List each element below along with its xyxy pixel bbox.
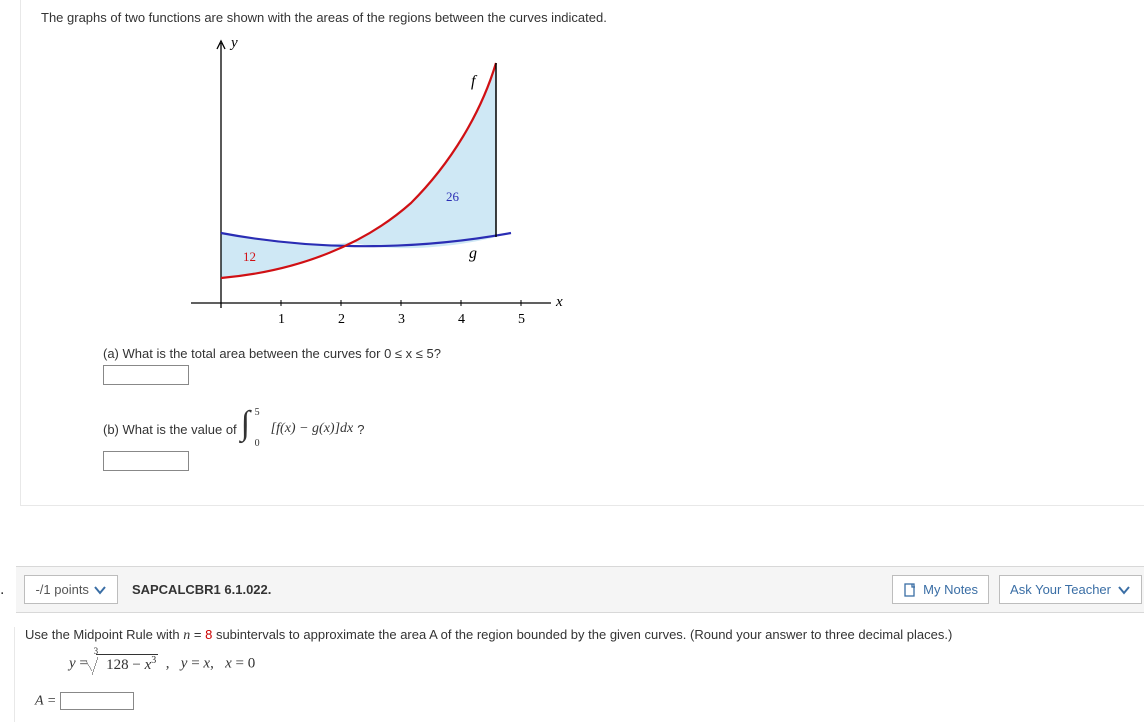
part-b-tail: ? xyxy=(357,422,364,437)
part-b: (b) What is the value of ∫ 5 0 [f(x) − g… xyxy=(103,411,1124,471)
question-2-toolbar: -/1 points SAPCALCBR1 6.1.022. My Notes … xyxy=(16,566,1144,613)
part-b-lead: (b) What is the value of xyxy=(103,422,237,437)
bullet-icon: . xyxy=(0,582,4,598)
part-a: (a) What is the total area between the c… xyxy=(103,346,1124,385)
question-2-intro: Use the Midpoint Rule with n = 8 subinte… xyxy=(25,627,1134,644)
points-dropdown[interactable]: -/1 points xyxy=(24,575,117,604)
area-right-label: 26 xyxy=(446,189,460,204)
svg-text:1: 1 xyxy=(278,312,285,327)
x-tick-labels: 1 2 3 4 5 xyxy=(278,312,525,327)
my-notes-label: My Notes xyxy=(923,582,978,597)
area-left-label: 12 xyxy=(243,249,256,264)
part-a-input[interactable] xyxy=(103,365,189,385)
note-icon xyxy=(903,583,917,597)
question-1-intro: The graphs of two functions are shown wi… xyxy=(41,10,1124,25)
answer-row: A = xyxy=(35,692,1134,710)
ask-teacher-label: Ask Your Teacher xyxy=(1010,582,1111,597)
chevron-down-icon xyxy=(1117,583,1131,597)
answer-label: A = xyxy=(35,693,60,708)
equation-line: y = 3128 − x3 , y = x, x = 0 xyxy=(69,654,1134,674)
y-axis-label: y xyxy=(229,35,238,51)
x-axis-label: x xyxy=(555,294,563,310)
answer-input[interactable] xyxy=(60,692,134,710)
area-chart: 1 2 3 4 5 y x f g 12 26 xyxy=(151,33,1124,336)
region-left-fill xyxy=(221,233,351,278)
chevron-down-icon xyxy=(93,583,107,597)
integral-symbol: ∫ 5 0 xyxy=(241,411,267,447)
g-label: g xyxy=(469,245,477,262)
svg-text:5: 5 xyxy=(518,312,525,327)
svg-text:3: 3 xyxy=(398,312,405,327)
part-b-input[interactable] xyxy=(103,451,189,471)
region-right-fill xyxy=(351,63,496,248)
svg-text:2: 2 xyxy=(338,312,345,327)
f-label: f xyxy=(471,73,478,90)
question-id: SAPCALCBR1 6.1.022. xyxy=(132,582,271,597)
question-1-panel: The graphs of two functions are shown wi… xyxy=(20,0,1144,506)
ask-teacher-button[interactable]: Ask Your Teacher xyxy=(999,575,1142,604)
points-label: -/1 points xyxy=(35,582,88,597)
integrand: [f(x) − g(x)]dx xyxy=(271,421,354,437)
chart-svg: 1 2 3 4 5 y x f g 12 26 xyxy=(151,33,581,333)
part-a-text: (a) What is the total area between the c… xyxy=(103,346,441,361)
my-notes-button[interactable]: My Notes xyxy=(892,575,989,604)
svg-text:4: 4 xyxy=(458,312,465,327)
